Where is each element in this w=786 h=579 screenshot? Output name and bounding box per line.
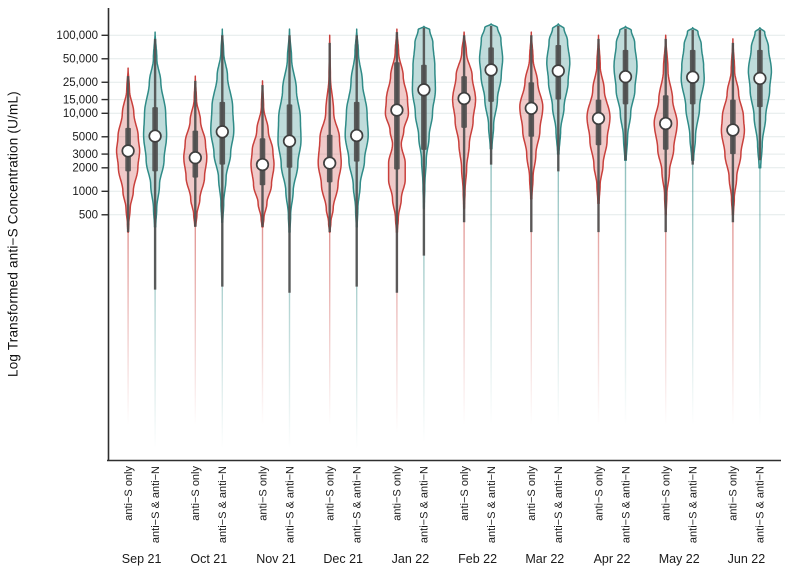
category-label-nov-21-anti-s-anti-n: anti−S & anti−N	[284, 466, 296, 543]
category-label-jan-22-anti-s-anti-n: anti−S & anti−N	[419, 466, 431, 543]
category-label-may-22-anti-s-only: anti−S only	[661, 466, 673, 521]
median-dot-jan-22-anti-s-anti-n	[417, 83, 431, 97]
median-dot-apr-22-anti-s-anti-n	[618, 70, 633, 84]
iqr-box-jan-22-anti-s-anti-n	[421, 64, 427, 150]
median-dot-jan-22-anti-s-only	[390, 103, 404, 117]
median-dot-oct-21-anti-s-anti-n	[215, 125, 229, 139]
y-tick-label: 500	[79, 210, 98, 222]
category-label-apr-22-anti-s-only: anti−S only	[593, 466, 605, 521]
median-dot-jun-22-anti-s-anti-n	[753, 71, 767, 86]
month-label-apr-22: Apr 22	[594, 552, 631, 566]
category-label-jan-22-anti-s-only: anti−S only	[392, 466, 404, 521]
y-tick-label: 15,000	[63, 94, 98, 106]
category-label-dec-21-anti-s-only: anti−S only	[325, 466, 337, 521]
y-tick-label: 10,000	[63, 108, 98, 120]
median-dot-mar-22-anti-s-only	[524, 101, 538, 115]
median-dot-nov-21-anti-s-only	[255, 157, 270, 172]
median-dot-jun-22-anti-s-only	[726, 123, 740, 137]
category-label-jun-22-anti-s-only: anti−S only	[728, 466, 740, 521]
category-label-mar-22-anti-s-only: anti−S only	[526, 466, 538, 521]
category-label-apr-22-anti-s-anti-n: anti−S & anti−N	[620, 466, 632, 543]
month-label-nov-21: Nov 21	[256, 552, 296, 566]
category-label-feb-22-anti-s-anti-n: anti−S & anti−N	[486, 466, 498, 543]
month-label-oct-21: Oct 21	[190, 552, 227, 566]
median-dot-apr-22-anti-s-only	[591, 111, 606, 126]
category-label-sep-21-anti-s-anti-n: anti−S & anti−N	[150, 466, 162, 543]
median-dot-may-22-anti-s-only	[659, 116, 673, 131]
month-label-mar-22: Mar 22	[525, 552, 564, 566]
median-dot-mar-22-anti-s-anti-n	[551, 64, 565, 78]
category-label-may-22-anti-s-anti-n: anti−S & anti−N	[688, 466, 700, 543]
median-dot-sep-21-anti-s-only	[121, 144, 135, 158]
y-tick-label: 5000	[72, 132, 98, 144]
y-tick-label: 50,000	[63, 54, 98, 66]
month-label-may-22: May 22	[659, 552, 700, 566]
month-label-jun-22: Jun 22	[728, 552, 766, 566]
category-label-oct-21-anti-s-anti-n: anti−S & anti−N	[217, 466, 229, 543]
month-label-feb-22: Feb 22	[458, 552, 497, 566]
category-label-feb-22-anti-s-only: anti−S only	[459, 466, 471, 521]
y-tick-label: 100,000	[56, 30, 98, 42]
month-label-dec-21: Dec 21	[323, 552, 363, 566]
y-tick-label: 3000	[72, 149, 98, 161]
month-label-jan-22: Jan 22	[392, 552, 430, 566]
category-label-oct-21-anti-s-only: anti−S only	[190, 466, 202, 521]
median-dot-nov-21-anti-s-anti-n	[282, 134, 297, 148]
category-label-dec-21-anti-s-anti-n: anti−S & anti−N	[352, 466, 364, 543]
median-dot-oct-21-anti-s-only	[188, 151, 202, 165]
category-label-jun-22-anti-s-anti-n: anti−S & anti−N	[755, 466, 767, 543]
median-dot-may-22-anti-s-anti-n	[686, 70, 700, 84]
y-tick-label: 1000	[72, 186, 98, 198]
category-label-mar-22-anti-s-anti-n: anti−S & anti−N	[553, 466, 565, 543]
median-dot-sep-21-anti-s-anti-n	[148, 129, 162, 143]
y-tick-label: 25,000	[63, 77, 98, 89]
month-label-sep-21: Sep 21	[122, 552, 162, 566]
median-dot-feb-22-anti-s-anti-n	[484, 63, 498, 77]
median-dot-dec-21-anti-s-only	[323, 156, 337, 170]
median-dot-dec-21-anti-s-anti-n	[350, 128, 364, 143]
median-dot-feb-22-anti-s-only	[457, 91, 471, 106]
category-label-nov-21-anti-s-only: anti−S only	[257, 466, 269, 521]
category-label-sep-21-anti-s-only: anti−S only	[123, 466, 135, 521]
y-tick-label: 2000	[72, 163, 98, 175]
